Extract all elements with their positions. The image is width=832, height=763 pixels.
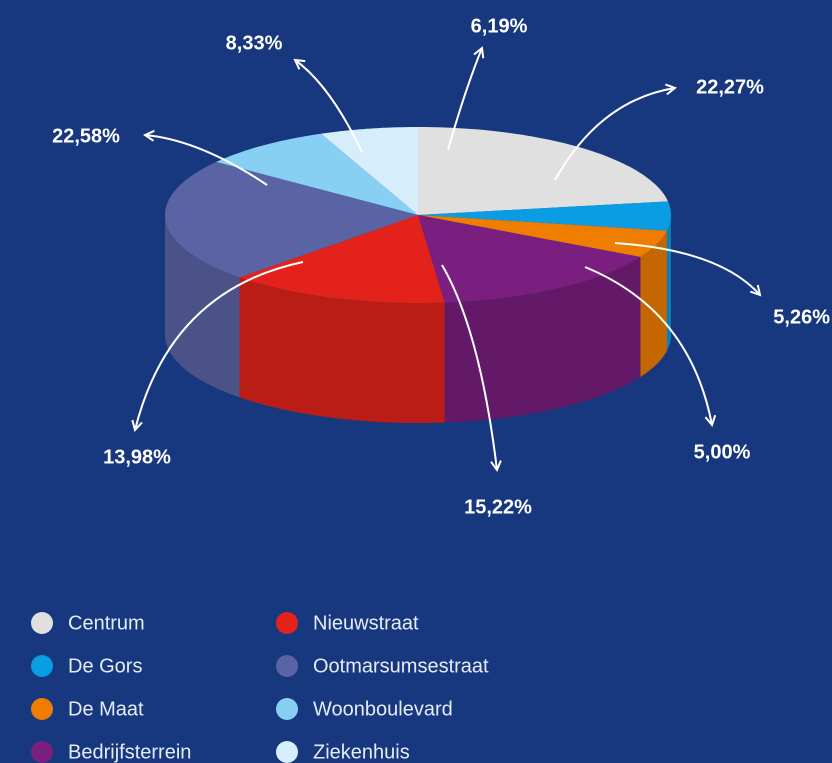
slice-side: [239, 277, 445, 423]
slice: [239, 215, 445, 303]
slice: [418, 127, 668, 215]
value-label: 22,58%: [52, 125, 120, 147]
slice-side: [640, 230, 667, 377]
value-label: 8,33%: [226, 32, 283, 54]
callout-arrow: [441, 264, 497, 470]
legend-swatch: [276, 655, 298, 677]
value-label: 6,19%: [471, 15, 528, 37]
legend-label: Nieuwstraat: [313, 612, 419, 634]
legend-label: Woonboulevard: [313, 698, 453, 720]
legend-swatch: [31, 698, 53, 720]
legend-swatch: [31, 655, 53, 677]
slice: [321, 127, 418, 215]
value-label: 5,26%: [773, 306, 830, 328]
pie-top: [165, 127, 671, 303]
callout-arrow: [614, 242, 760, 295]
legend-swatch: [276, 698, 298, 720]
callout-arrow: [295, 60, 363, 153]
slice: [418, 215, 641, 303]
legend-swatch: [276, 741, 298, 763]
slice: [418, 215, 667, 257]
legend-label: De Maat: [68, 698, 144, 720]
callout-arrow: [584, 266, 712, 425]
callouts: 22,27% 5,26% 5,00% 15,22% 13,98% 22,58% 8,33% 6…: [52, 15, 830, 518]
legend-label: Ootmarsumsestraat: [313, 655, 489, 677]
value-label: 15,22%: [464, 496, 532, 518]
callout-arrow: [135, 261, 304, 430]
slice: [216, 133, 418, 215]
legend-swatch: [31, 741, 53, 763]
callout-arrow: [447, 48, 482, 151]
legend-label: Bedrijfsterrein: [68, 741, 191, 763]
slice: [165, 161, 418, 278]
legend: Centrum De Gors De Maat Bedrijfsterrein Nieu…: [31, 612, 489, 763]
slice-side: [444, 257, 641, 423]
value-label: 5,00%: [694, 441, 751, 463]
slice-side: [165, 215, 240, 398]
legend-label: De Gors: [68, 655, 142, 677]
callout-arrow: [145, 135, 268, 186]
pie-sides: [165, 215, 671, 423]
slice: [418, 201, 671, 231]
value-label: 22,27%: [696, 76, 764, 98]
legend-swatch: [31, 612, 53, 634]
callout-arrow: [554, 88, 675, 181]
legend-swatch: [276, 612, 298, 634]
legend-label: Centrum: [68, 612, 145, 634]
value-label: 13,98%: [103, 446, 171, 468]
legend-label: Ziekenhuis: [313, 741, 410, 763]
